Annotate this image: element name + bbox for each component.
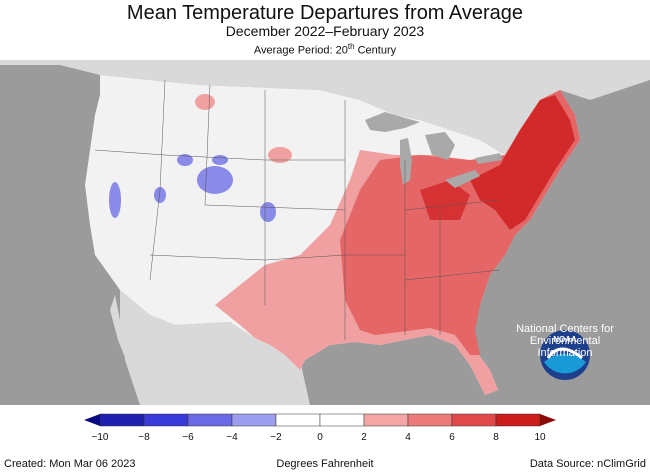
legend-high-arrow <box>540 414 556 426</box>
lake-michigan <box>400 138 412 185</box>
ncei-label: National Centers for Environmental Infor… <box>516 323 614 359</box>
baja-california <box>110 295 132 365</box>
mexico-land <box>120 290 310 405</box>
cool-patch-utah <box>154 187 166 203</box>
legend-swatch <box>187 413 233 427</box>
legend-tick-label: 2 <box>361 432 367 443</box>
map-subtitle: December 2022–February 2023 <box>225 23 425 39</box>
legend-tick-label: −4 <box>226 432 238 443</box>
state-boundaries <box>94 79 501 340</box>
legend-swatch <box>143 413 189 427</box>
created-date: Created: Mon Mar 06 2023 <box>4 458 136 470</box>
noaa-logo: NOAA <box>540 330 590 380</box>
lake-huron <box>425 132 455 160</box>
legend-tick-label: 8 <box>493 432 499 443</box>
warm-dark-patch-ohio <box>420 180 470 220</box>
legend-swatch <box>319 413 365 427</box>
lake-erie <box>445 170 480 188</box>
data-source: Data Source: nClimGrid <box>529 458 646 470</box>
average-period: Average Period: 20th Century <box>253 42 397 57</box>
warm-patch-dakota <box>268 147 292 163</box>
legend-swatch <box>275 413 321 427</box>
lake-ontario <box>475 153 502 164</box>
lake-superior <box>365 112 420 132</box>
map-title: Mean Temperature Departures from Average <box>126 2 524 24</box>
legend-tick-label: −2 <box>270 432 282 443</box>
legend-tick-label: 4 <box>405 432 411 443</box>
canada-land <box>0 60 650 155</box>
legend-tick-label: −10 <box>92 432 109 443</box>
legend-tick-label: 0 <box>317 432 323 443</box>
legend-tick-label: 10 <box>534 432 546 443</box>
svg-text:NOAA: NOAA <box>553 335 577 344</box>
legend-units: Degrees Fahrenheit <box>276 458 374 470</box>
cool-patch-wyoming <box>197 166 233 194</box>
legend-swatch <box>363 413 409 427</box>
cool-patch-nevada <box>109 182 121 218</box>
temperature-departure-map: NOAA <box>0 60 650 405</box>
cool-patch-montana <box>212 155 228 165</box>
legend-tick-label: −6 <box>182 432 194 443</box>
warm-patch-northern-plains <box>195 94 215 110</box>
legend-swatch <box>451 413 497 427</box>
legend-tick-label: −8 <box>138 432 150 443</box>
color-legend: −10 −8 −6 −4 −2 0 2 4 6 8 10 <box>84 413 556 443</box>
cool-patch-colorado <box>260 202 276 222</box>
legend-swatch <box>407 413 453 427</box>
legend-swatch <box>231 413 277 427</box>
legend-tick-label: 6 <box>449 432 455 443</box>
warm-dark-region <box>470 95 575 230</box>
cool-patch-idaho <box>177 154 193 166</box>
legend-swatch <box>99 413 145 427</box>
legend-low-arrow <box>84 414 100 426</box>
legend-swatch <box>495 413 541 427</box>
